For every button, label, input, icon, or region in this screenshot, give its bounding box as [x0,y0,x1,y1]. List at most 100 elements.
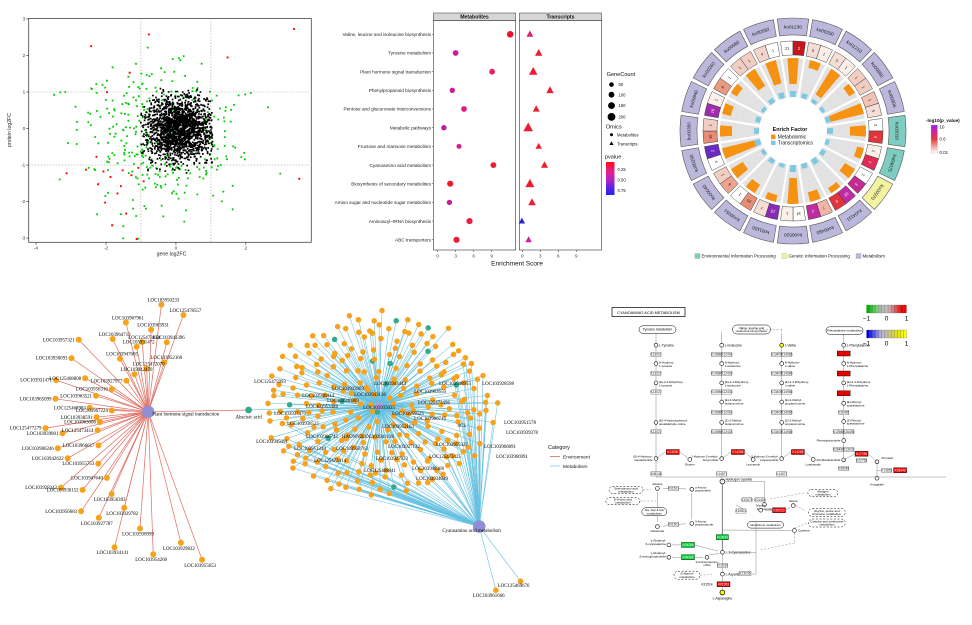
svg-text:Metabolism: Metabolism [563,464,588,470]
svg-text:LOC103966246: LOC103966246 [22,447,54,452]
svg-text:K14577: K14577 [716,472,727,476]
svg-text:LOC103947640: LOC103947640 [71,477,103,482]
svg-text:K12403: K12403 [721,372,732,376]
svg-text:0.01: 0.01 [940,150,949,155]
svg-text:-1: -1 [21,163,26,168]
svg-text:-log10(p_value): -log10(p_value) [926,118,960,123]
svg-text:K13853: K13853 [881,469,892,473]
svg-text:K01455: K01455 [755,498,766,502]
svg-text:LOC125468841: LOC125468841 [364,469,396,474]
svg-text:4CL: 4CL [458,424,467,429]
svg-text:Dhurrin: Dhurrin [685,463,695,467]
svg-text:Fructose and mannose metabolis: Fructose and mannose metabolism [358,144,431,149]
svg-text:Metabolic pathways: Metabolic pathways [390,125,432,130]
svg-text:Serine: Serine [789,499,798,503]
svg-text:HAONN2LOC103943136: HAONN2LOC103943136 [342,435,394,440]
svg-text:metabolism: metabolism [819,523,835,527]
svg-text:L-Phenylalanine: L-Phenylalanine [847,343,870,347]
svg-text:Metabolites: Metabolites [617,132,638,137]
svg-text:Glycine: Glycine [756,504,766,508]
svg-text:metabolism: metabolism [618,489,634,493]
svg-text:LOC103954260: LOC103954260 [135,558,167,563]
svg-text:LOC125468808: LOC125468808 [49,377,81,382]
svg-text:Phenylacetonitrile: Phenylacetonitrile [817,439,841,443]
svg-text:LOC103961666: LOC103961666 [473,594,505,599]
svg-text:metabolism: metabolism [615,501,631,505]
svg-text:K13027: K13027 [651,372,662,376]
svg-text:LOC103953488: LOC103953488 [306,405,338,410]
svg-text:200: 200 [619,115,627,120]
svg-text:K05349: K05349 [895,469,906,473]
svg-text:Hydrogen cyanide: Hydrogen cyanide [726,478,753,482]
svg-text:K05396: K05396 [683,556,694,560]
svg-text:Lotaustralin: Lotaustralin [805,463,821,467]
svg-text:LOC103930152: LOC103930152 [47,489,79,494]
svg-text:L-Valine: L-Valine [785,343,797,347]
svg-text:pvalue: pvalue [605,155,621,161]
svg-text:LOC103943443: LOC103943443 [374,382,406,387]
svg-text:K13035: K13035 [740,572,751,576]
svg-text:LOC125473496: LOC125473496 [418,401,450,406]
svg-text:−1: −1 [863,316,871,323]
svg-text:LOC103938525: LOC103938525 [287,422,319,427]
svg-text:LOC103957321: LOC103957321 [43,338,75,343]
svg-text:K13034: K13034 [717,535,728,539]
svg-text:Transcripts: Transcripts [547,14,575,20]
svg-text:6: 6 [472,254,475,259]
svg-text:L-Isoleucine: L-Isoleucine [725,343,742,347]
svg-text:LOC103947605: LOC103947605 [106,353,138,358]
svg-text:LOC103951340: LOC103951340 [294,447,326,452]
svg-text:Genetic Information Processing: Genetic Information Processing [789,254,851,259]
svg-text:LOC125475993: LOC125475993 [254,380,286,385]
svg-text:L-Phenylalanine: L-Phenylalanine [847,364,869,368]
svg-text:propionitrile: propionitrile [695,489,711,493]
svg-text:Tyrosine metabolism: Tyrosine metabolism [388,51,431,56]
svg-text:Transcriptomics: Transcriptomics [778,141,814,147]
svg-text:acetaldoxime: acetaldoxime [847,403,865,407]
svg-text:0.6: 0.6 [940,137,947,142]
svg-text:β-cyanoalanine: β-cyanoalanine [646,542,667,546]
svg-text:LOC105931472: LOC105931472 [123,341,155,346]
svg-text:50: 50 [619,82,624,87]
svg-text:ko01230: ko01230 [784,24,802,29]
svg-text:K14986: K14986 [781,390,792,394]
svg-text:3: 3 [23,17,26,22]
svg-text:LOC103952163: LOC103952163 [382,425,414,430]
svg-text:L-valine: L-valine [785,383,796,387]
svg-text:LOC103948955: LOC103948955 [439,382,471,387]
svg-text:K13035: K13035 [717,564,728,568]
svg-text:Valine, leucine and isoleucine: Valine, leucine and isoleucine biosynthe… [342,32,431,37]
svg-text:9: 9 [575,254,578,259]
svg-text:LOC103931471: LOC103931471 [20,379,52,384]
svg-text:Enrich Factor: Enrich Factor [773,127,809,133]
svg-text:LOC125473414: LOC125473414 [62,429,94,434]
svg-text:LOC103956393: LOC103956393 [94,498,126,503]
svg-text:butanal oxime: butanal oxime [725,402,744,406]
svg-text:Aminoacyl–tRNA biosynthesis: Aminoacyl–tRNA biosynthesis [369,219,432,224]
svg-text:1: 1 [905,316,909,323]
svg-text:L-tyrosine: L-tyrosine [659,383,673,387]
svg-text:ko02010: ko02010 [895,122,900,140]
svg-text:LOC103937470: LOC103937470 [274,412,306,417]
svg-text:LOC103927787: LOC103927787 [81,522,113,527]
svg-text:LOC125472070: LOC125472070 [133,363,165,368]
svg-text:K12403: K12403 [721,390,732,394]
svg-text:LOC103927132: LOC103927132 [388,445,420,450]
svg-text:K20223: K20223 [774,508,785,512]
svg-text:LOC103940989: LOC103940989 [327,399,359,404]
svg-text:metabolism: metabolism [815,493,831,497]
svg-text:Pentose and glucuronate interc: Pentose and glucuronate interconversions [343,107,431,112]
svg-text:K14986: K14986 [781,372,792,376]
svg-text:-4: -4 [34,246,39,251]
svg-text:K14577: K14577 [776,472,787,476]
svg-text:K21514: K21514 [702,583,713,587]
svg-text:Cysteine: Cysteine [798,529,810,533]
svg-text:Plant hormone signal transduct: Plant hormone signal transduction [360,69,431,74]
svg-text:acetaldoxime: acetaldoxime [847,422,865,426]
svg-text:LOC125473425: LOC125473425 [429,455,461,460]
svg-text:LOC103942622: LOC103942622 [32,457,64,462]
svg-text:propionamide: propionamide [695,523,714,527]
svg-text:LOC103952160: LOC103952160 [150,356,182,361]
svg-text:ABC transporters: ABC transporters [395,238,432,243]
svg-text:LOC103943396: LOC103943396 [153,336,185,341]
